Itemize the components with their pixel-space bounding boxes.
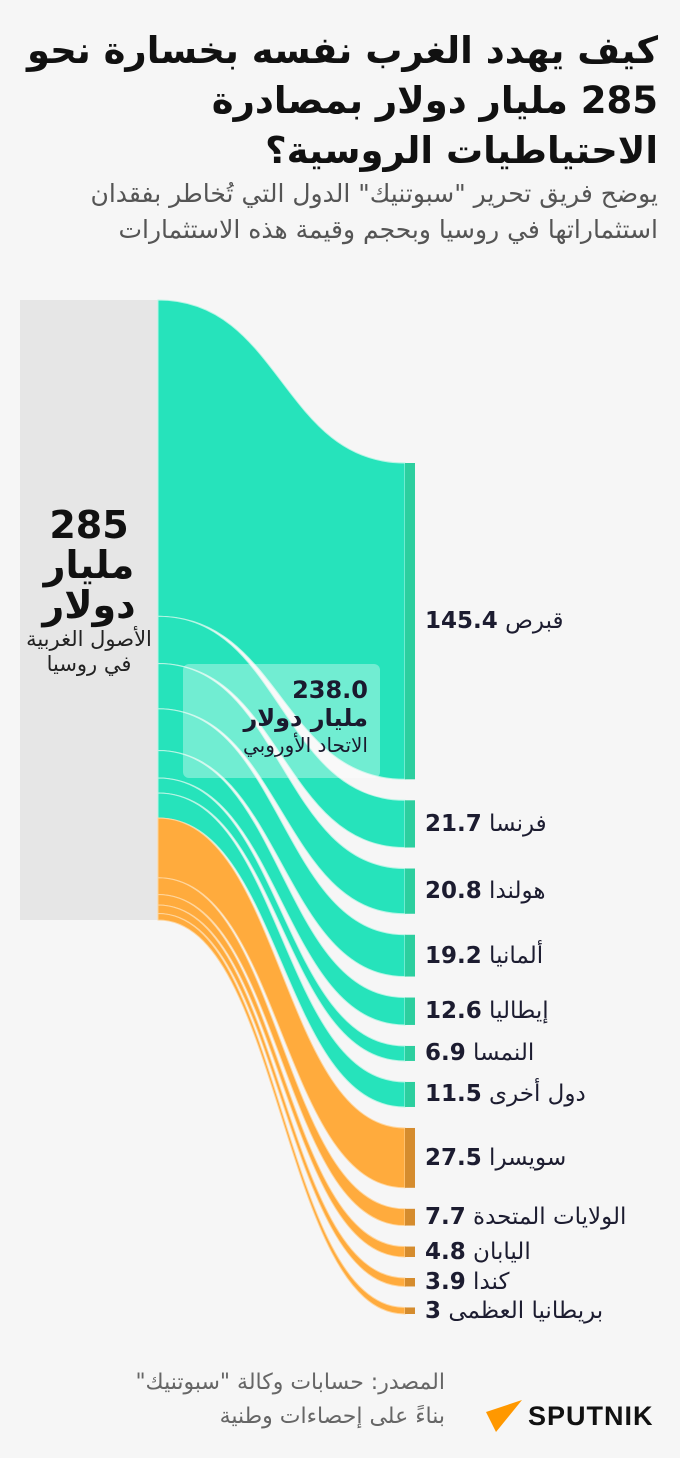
source-node-label: 285 مليار دولار الأصول الغربية في روسيا: [20, 505, 158, 677]
source-total-unit: مليار دولار: [42, 543, 136, 627]
target-label: ألمانيا 19.2: [425, 943, 543, 969]
target-node: [405, 1045, 415, 1061]
target-label: سويسرا 27.5: [425, 1145, 566, 1171]
target-value: 6.9: [425, 1040, 466, 1067]
flow-link: [157, 663, 406, 915]
target-label: الولايات المتحدة 7.7: [425, 1204, 626, 1230]
flow-link: [157, 615, 406, 849]
target-label: فرنسا 21.7: [425, 811, 547, 837]
target-node: [405, 997, 415, 1025]
source-node-name: الأصول الغربية في روسيا: [26, 627, 152, 676]
target-node: [405, 1081, 415, 1107]
target-value: 7.7: [425, 1204, 466, 1231]
target-name: إيطاليا: [481, 998, 549, 1025]
target-label: اليابان 4.8: [425, 1239, 531, 1265]
source-line-1: المصدر: حسابات وكالة "سبوتنيك": [135, 1370, 445, 1395]
source-note: المصدر: حسابات وكالة "سبوتنيك" بناءً على…: [135, 1366, 445, 1434]
target-node: [405, 1127, 415, 1188]
target-node: [405, 463, 415, 780]
target-name: فرنسا: [481, 810, 547, 837]
target-name: هولندا: [481, 878, 546, 905]
target-value: 19.2: [425, 942, 482, 969]
source-total-value: 285: [49, 503, 129, 547]
target-value: 21.7: [425, 810, 482, 837]
logo-wordmark: SPUTNIK: [528, 1400, 654, 1431]
target-label: النمسا 6.9: [425, 1040, 534, 1066]
page-subtitle: يوضح فريق تحرير "سبوتنيك" الدول التي تُخ…: [90, 179, 658, 244]
sputnik-logo: SPUTNIK: [484, 1398, 654, 1434]
flow-link: [157, 877, 406, 1227]
target-value: 20.8: [425, 878, 482, 905]
eu-group-name: الاتحاد الأوروبي: [243, 733, 368, 757]
target-value: 145.4: [425, 608, 498, 635]
target-name: قبرص: [497, 608, 564, 635]
sputnik-arrow-icon: [486, 1400, 522, 1432]
target-node: [405, 1277, 415, 1287]
target-label: قبرص 145.4: [425, 608, 564, 634]
target-node: [405, 934, 415, 977]
source-line-2: بناءً على إحصاءات وطنية: [219, 1404, 445, 1429]
target-name: اليابان: [465, 1238, 531, 1265]
target-value: 27.5: [425, 1144, 482, 1171]
target-label: هولندا 20.8: [425, 878, 545, 904]
target-label: بريطانيا العظمى 3: [425, 1298, 603, 1324]
target-node: [405, 1246, 415, 1257]
flow-link: [157, 299, 406, 780]
target-label: إيطاليا 12.6: [425, 998, 549, 1024]
eu-total-unit: مليار دولار: [243, 704, 368, 732]
target-node: [405, 1208, 415, 1226]
target-name: دول أخرى: [481, 1081, 586, 1108]
flow-link: [157, 894, 406, 1258]
eu-total-value: 238.0: [292, 676, 368, 704]
target-label: كندا 3.9: [425, 1269, 509, 1295]
target-value: 3: [425, 1297, 442, 1324]
target-value: 3.9: [425, 1269, 466, 1296]
target-name: كندا: [465, 1269, 510, 1296]
target-name: الولايات المتحدة: [465, 1204, 627, 1231]
flow-link: [157, 817, 406, 1189]
target-node: [405, 800, 415, 848]
target-name: بريطانيا العظمى: [441, 1297, 604, 1324]
target-name: سويسرا: [481, 1144, 567, 1171]
target-node: [405, 868, 415, 914]
target-value: 11.5: [425, 1081, 482, 1108]
source-node: [20, 300, 158, 920]
eu-group-label: 238.0 مليار دولار الاتحاد الأوروبي: [183, 664, 380, 778]
target-label: دول أخرى 11.5: [425, 1081, 586, 1107]
target-name: ألمانيا: [481, 942, 544, 969]
target-node: [405, 1307, 415, 1314]
target-value: 4.8: [425, 1238, 466, 1265]
target-name: النمسا: [465, 1040, 535, 1067]
page-title: كيف يهدد الغرب نفسه بخسارة نحو 285 مليار…: [26, 29, 658, 172]
target-value: 12.6: [425, 998, 482, 1025]
